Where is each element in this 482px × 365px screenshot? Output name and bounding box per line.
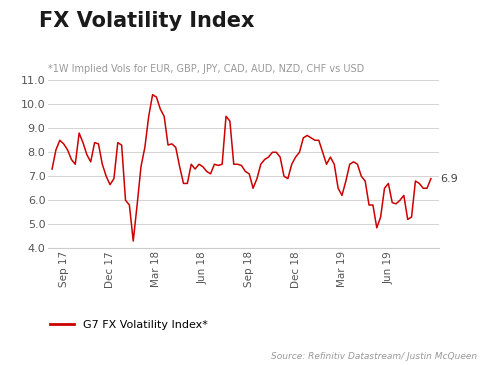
Text: FX Volatility Index: FX Volatility Index [39, 11, 254, 31]
Text: 6.9: 6.9 [441, 174, 458, 184]
Text: *1W Implied Vols for EUR, GBP, JPY, CAD, AUD, NZD, CHF vs USD: *1W Implied Vols for EUR, GBP, JPY, CAD,… [48, 64, 364, 74]
Text: Source: Refinitiv Datastream/ Justin McQueen: Source: Refinitiv Datastream/ Justin McQ… [271, 352, 477, 361]
Legend: G7 FX Volatility Index*: G7 FX Volatility Index* [50, 320, 208, 330]
